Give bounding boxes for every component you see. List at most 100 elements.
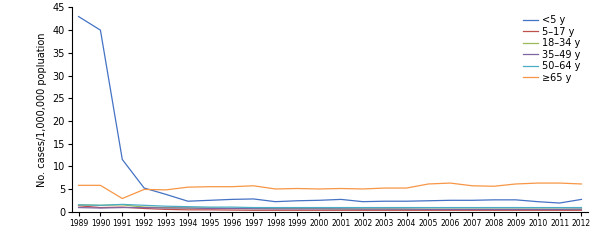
≥65 y — [403, 187, 410, 189]
≥65 y — [228, 185, 235, 188]
≥65 y — [272, 187, 279, 190]
<5 y — [250, 197, 257, 200]
5–17 y — [206, 208, 214, 211]
≥65 y — [75, 184, 82, 187]
50–64 y — [119, 203, 126, 206]
≥65 y — [163, 188, 170, 191]
5–17 y — [272, 209, 279, 212]
35–49 y — [381, 208, 388, 211]
≥65 y — [425, 183, 432, 186]
50–64 y — [534, 206, 541, 209]
18–34 y — [272, 207, 279, 210]
35–49 y — [163, 206, 170, 209]
35–49 y — [512, 208, 520, 211]
50–64 y — [512, 206, 520, 209]
≥65 y — [534, 182, 541, 185]
<5 y — [578, 198, 585, 201]
<5 y — [75, 15, 82, 18]
5–17 y — [184, 208, 191, 211]
35–49 y — [578, 208, 585, 211]
50–64 y — [359, 206, 367, 209]
35–49 y — [337, 207, 344, 210]
5–17 y — [140, 207, 148, 210]
Legend: <5 y, 5–17 y, 18–34 y, 35–49 y, 50–64 y, ≥65 y: <5 y, 5–17 y, 18–34 y, 35–49 y, 50–64 y,… — [520, 12, 583, 85]
35–49 y — [403, 208, 410, 211]
18–34 y — [578, 208, 585, 211]
Line: <5 y: <5 y — [79, 16, 581, 203]
50–64 y — [140, 204, 148, 207]
18–34 y — [337, 207, 344, 210]
Line: 35–49 y: 35–49 y — [79, 208, 581, 209]
35–49 y — [119, 206, 126, 209]
≥65 y — [512, 183, 520, 186]
5–17 y — [337, 209, 344, 212]
≥65 y — [578, 183, 585, 186]
<5 y — [359, 200, 367, 203]
50–64 y — [272, 206, 279, 209]
5–17 y — [228, 209, 235, 212]
18–34 y — [469, 208, 476, 211]
18–34 y — [75, 203, 82, 206]
<5 y — [337, 198, 344, 201]
18–34 y — [512, 208, 520, 211]
5–17 y — [381, 209, 388, 212]
18–34 y — [490, 208, 497, 211]
50–64 y — [316, 206, 323, 209]
35–49 y — [359, 208, 367, 211]
5–17 y — [403, 209, 410, 212]
<5 y — [446, 199, 454, 202]
18–34 y — [534, 208, 541, 211]
50–64 y — [228, 206, 235, 209]
5–17 y — [446, 209, 454, 212]
≥65 y — [381, 187, 388, 189]
35–49 y — [490, 208, 497, 211]
5–17 y — [534, 209, 541, 212]
<5 y — [316, 199, 323, 202]
50–64 y — [403, 206, 410, 209]
18–34 y — [228, 207, 235, 210]
5–17 y — [490, 209, 497, 212]
<5 y — [512, 198, 520, 201]
<5 y — [403, 200, 410, 203]
18–34 y — [381, 207, 388, 210]
<5 y — [425, 199, 432, 202]
5–17 y — [163, 208, 170, 211]
Line: ≥65 y: ≥65 y — [79, 183, 581, 198]
50–64 y — [337, 206, 344, 209]
<5 y — [556, 201, 563, 204]
<5 y — [97, 29, 104, 32]
≥65 y — [469, 184, 476, 187]
18–34 y — [206, 206, 214, 209]
5–17 y — [359, 209, 367, 212]
≥65 y — [184, 186, 191, 189]
35–49 y — [425, 208, 432, 211]
5–17 y — [119, 206, 126, 209]
35–49 y — [250, 207, 257, 210]
Line: 50–64 y: 50–64 y — [79, 204, 581, 208]
≥65 y — [293, 187, 301, 190]
5–17 y — [469, 209, 476, 212]
18–34 y — [184, 206, 191, 209]
50–64 y — [293, 206, 301, 209]
<5 y — [140, 187, 148, 189]
50–64 y — [250, 206, 257, 209]
50–64 y — [184, 205, 191, 208]
18–34 y — [446, 208, 454, 211]
<5 y — [163, 193, 170, 196]
35–49 y — [184, 206, 191, 209]
Y-axis label: No. cases/1,000,000 popluation: No. cases/1,000,000 popluation — [37, 32, 47, 187]
18–34 y — [140, 206, 148, 209]
18–34 y — [316, 207, 323, 210]
50–64 y — [75, 203, 82, 206]
35–49 y — [140, 206, 148, 209]
5–17 y — [316, 209, 323, 212]
18–34 y — [359, 207, 367, 210]
≥65 y — [140, 188, 148, 191]
≥65 y — [490, 185, 497, 188]
50–64 y — [556, 206, 563, 209]
≥65 y — [556, 182, 563, 185]
35–49 y — [534, 208, 541, 211]
35–49 y — [228, 207, 235, 210]
50–64 y — [446, 206, 454, 209]
<5 y — [228, 198, 235, 201]
